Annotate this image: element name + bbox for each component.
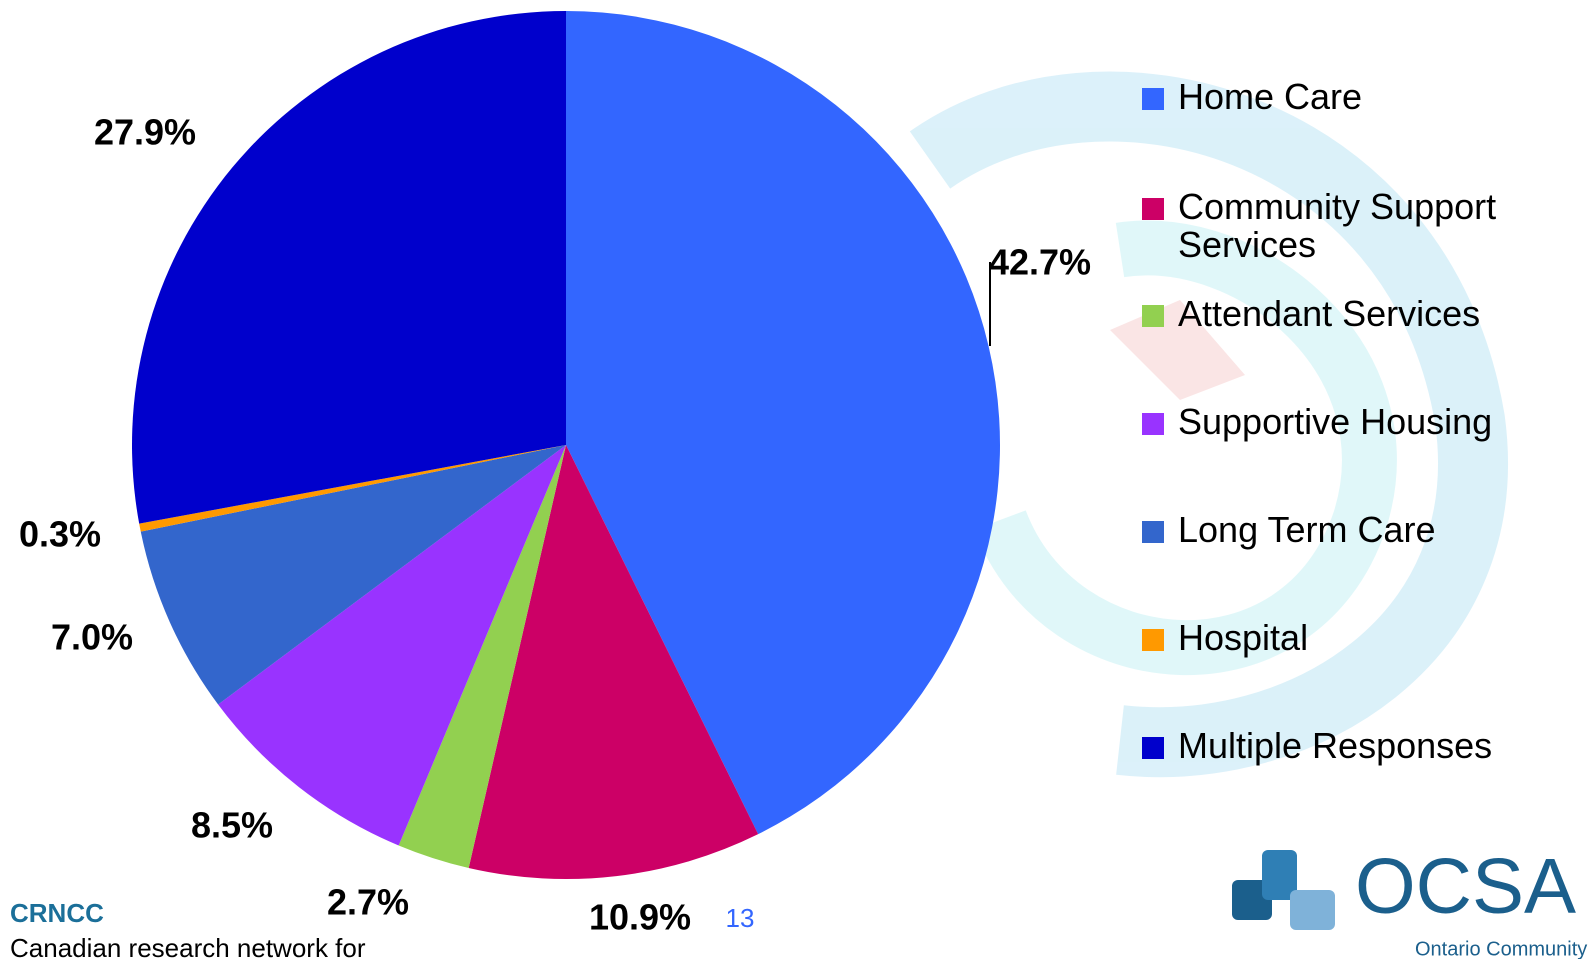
legend-swatch <box>1142 629 1164 651</box>
right-logo: OCSA <box>1355 842 1576 930</box>
legend-swatch <box>1142 198 1164 220</box>
legend-entry: Attendant Services <box>1143 295 1543 333</box>
data-label: 42.7% <box>989 242 1091 283</box>
legend-label: Long Term Care <box>1178 511 1543 549</box>
legend-label: Community Support Services <box>1178 188 1518 264</box>
left-logo: CRNCC <box>10 898 104 928</box>
data-label: 10.9% <box>589 897 691 938</box>
legend-entry: Community Support Services <box>1143 188 1543 264</box>
legend-label: Home Care <box>1178 78 1543 116</box>
legend-label: Hospital <box>1178 619 1543 657</box>
data-label: 7.0% <box>51 617 133 658</box>
legend-swatch <box>1142 521 1164 543</box>
chart: 13 CRNCC Canadian research network for O… <box>0 0 1593 959</box>
data-label: 2.7% <box>327 882 409 923</box>
legend-label: Supportive Housing <box>1178 403 1543 441</box>
legend-swatch <box>1142 737 1164 759</box>
pie <box>132 11 1000 879</box>
legend-entry: Home Care <box>1143 78 1543 116</box>
ocsa-logo-mark <box>1232 850 1335 930</box>
data-label: 27.9% <box>94 112 196 153</box>
legend-entry: Supportive Housing <box>1143 403 1543 441</box>
data-label: 8.5% <box>191 805 273 846</box>
slide: 13 CRNCC Canadian research network for O… <box>0 0 1593 959</box>
legend-entry: Hospital <box>1143 619 1543 657</box>
legend-swatch <box>1142 88 1164 110</box>
legend-entry: Long Term Care <box>1143 511 1543 549</box>
legend-entry: Multiple Responses <box>1143 727 1543 765</box>
legend-label: Multiple Responses <box>1178 727 1543 765</box>
pie-slice <box>132 11 566 524</box>
data-label: 0.3% <box>19 514 101 555</box>
logo-shape <box>1290 890 1335 930</box>
page-number: 13 <box>726 903 755 933</box>
legend-label: Attendant Services <box>1178 295 1543 333</box>
legend-swatch <box>1142 413 1164 435</box>
left-tagline: Canadian research network for <box>10 933 366 959</box>
right-tagline: Ontario Community <box>1415 938 1587 959</box>
legend-swatch <box>1142 305 1164 327</box>
